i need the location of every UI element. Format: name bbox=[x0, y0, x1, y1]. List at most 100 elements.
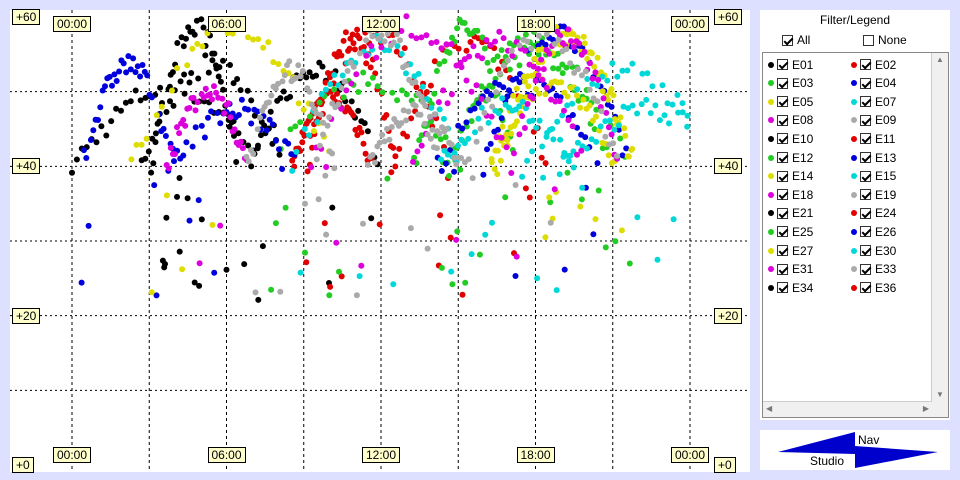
legend-item-e25[interactable]: E25 bbox=[768, 224, 813, 239]
chart-point bbox=[189, 143, 196, 150]
legend-item-e24[interactable]: E24 bbox=[851, 206, 896, 221]
chart-point bbox=[373, 54, 380, 61]
all-checkbox[interactable] bbox=[782, 34, 793, 46]
chart-point bbox=[263, 127, 270, 134]
legend-item-e34[interactable]: E34 bbox=[768, 280, 813, 295]
series-checkbox[interactable] bbox=[777, 245, 788, 256]
legend-item-e01[interactable]: E01 bbox=[768, 57, 813, 72]
legend-item-e04[interactable]: E04 bbox=[851, 76, 896, 91]
legend-item-e03[interactable]: E03 bbox=[768, 76, 813, 91]
series-checkbox[interactable] bbox=[860, 245, 871, 256]
series-checkbox[interactable] bbox=[777, 170, 788, 182]
series-checkbox[interactable] bbox=[777, 114, 788, 126]
series-checkbox[interactable] bbox=[860, 282, 871, 294]
series-checkbox[interactable] bbox=[860, 59, 871, 70]
chart-point bbox=[293, 148, 300, 155]
series-checkbox[interactable] bbox=[860, 226, 871, 238]
none-checkbox[interactable] bbox=[863, 34, 874, 46]
series-checkbox[interactable] bbox=[777, 226, 788, 238]
legend-item-e15[interactable]: E15 bbox=[851, 169, 896, 184]
scroll-right-icon[interactable]: ▶ bbox=[922, 404, 929, 413]
chart-point bbox=[227, 114, 234, 121]
legend-item-e18[interactable]: E18 bbox=[768, 187, 813, 202]
legend-item-e11[interactable]: E11 bbox=[851, 131, 895, 146]
series-checkbox[interactable] bbox=[777, 207, 788, 219]
legend-item-e12[interactable]: E12 bbox=[768, 150, 813, 165]
chart-point bbox=[579, 184, 586, 191]
chart-point bbox=[463, 119, 470, 126]
chart-point bbox=[485, 96, 492, 103]
chart-point bbox=[617, 135, 624, 142]
horizontal-scrollbar[interactable]: ◀ ▶ bbox=[763, 401, 932, 417]
series-checkbox[interactable] bbox=[860, 207, 871, 219]
series-checkbox[interactable] bbox=[860, 263, 871, 275]
chart-point bbox=[216, 64, 223, 71]
series-checkbox[interactable] bbox=[860, 170, 871, 182]
chart-point bbox=[448, 41, 455, 48]
legend-item-e31[interactable]: E31 bbox=[768, 262, 813, 277]
legend-item-e14[interactable]: E14 bbox=[768, 169, 813, 184]
chart-point bbox=[624, 67, 631, 74]
chart-point bbox=[285, 140, 292, 147]
scroll-up-icon[interactable]: ▲ bbox=[936, 55, 944, 64]
chart-point bbox=[85, 222, 92, 229]
chart-point bbox=[171, 151, 178, 158]
series-checkbox[interactable] bbox=[777, 263, 788, 275]
series-checkbox[interactable] bbox=[777, 189, 788, 201]
series-checkbox[interactable] bbox=[860, 133, 871, 145]
series-checkbox[interactable] bbox=[777, 59, 788, 70]
legend-item-e10[interactable]: E10 bbox=[768, 131, 813, 146]
series-checkbox[interactable] bbox=[860, 77, 871, 89]
legend-item-e07[interactable]: E07 bbox=[851, 94, 896, 109]
vertical-scrollbar[interactable]: ▲ ▼ bbox=[931, 53, 948, 417]
chart-point bbox=[354, 26, 361, 33]
chart-point bbox=[600, 95, 607, 102]
series-checkbox[interactable] bbox=[777, 152, 788, 163]
series-label: E30 bbox=[875, 243, 897, 258]
chart-point bbox=[174, 193, 180, 200]
legend-item-e30[interactable]: E30 bbox=[851, 243, 896, 258]
scroll-down-icon[interactable]: ▼ bbox=[936, 390, 944, 399]
series-checkbox[interactable] bbox=[860, 96, 871, 108]
none-checkbox-row[interactable]: None bbox=[863, 33, 907, 47]
chart-point bbox=[458, 155, 465, 161]
chart-point bbox=[553, 287, 560, 294]
legend-item-e19[interactable]: E19 bbox=[851, 187, 896, 202]
chart-point bbox=[577, 104, 584, 111]
series-checkbox[interactable] bbox=[777, 96, 788, 108]
series-color-icon bbox=[768, 173, 774, 180]
legend-item-e08[interactable]: E08 bbox=[768, 113, 813, 128]
legend-item-e27[interactable]: E27 bbox=[768, 243, 813, 258]
chart-point bbox=[586, 102, 593, 109]
series-checkbox[interactable] bbox=[777, 77, 788, 89]
series-checkbox[interactable] bbox=[777, 133, 788, 145]
legend-item-e33[interactable]: E33 bbox=[851, 262, 896, 277]
series-checkbox[interactable] bbox=[777, 282, 788, 294]
series-label: E26 bbox=[875, 224, 897, 239]
legend-item-e36[interactable]: E36 bbox=[851, 280, 896, 295]
chart-point bbox=[493, 89, 500, 96]
scroll-left-icon[interactable]: ◀ bbox=[766, 404, 773, 413]
legend-item-e21[interactable]: E21 bbox=[768, 206, 813, 221]
satellite-listbox[interactable]: E01 E02 E03 E04 E05 E07 E08 E09 E10 E11 E12 E13 E14 E… bbox=[762, 52, 949, 418]
chart-point bbox=[158, 103, 165, 110]
chart-point bbox=[220, 57, 226, 64]
chart-point bbox=[602, 133, 609, 140]
legend-item-e26[interactable]: E26 bbox=[851, 224, 896, 239]
chart-point bbox=[106, 73, 113, 80]
chart-point bbox=[564, 93, 571, 100]
all-checkbox-row[interactable]: All bbox=[782, 33, 810, 47]
chart-point bbox=[238, 96, 245, 103]
series-checkbox[interactable] bbox=[860, 114, 871, 126]
legend-item-e13[interactable]: E13 bbox=[851, 150, 896, 165]
chart-point bbox=[496, 28, 503, 35]
legend-item-e09[interactable]: E09 bbox=[851, 113, 896, 128]
scatter-chart bbox=[10, 10, 750, 472]
series-checkbox[interactable] bbox=[860, 189, 871, 201]
legend-item-e05[interactable]: E05 bbox=[768, 94, 813, 109]
chart-point bbox=[157, 84, 164, 91]
series-checkbox[interactable] bbox=[860, 152, 871, 163]
chart-point bbox=[316, 142, 323, 149]
chart-point bbox=[531, 55, 538, 62]
legend-item-e02[interactable]: E02 bbox=[851, 57, 896, 72]
